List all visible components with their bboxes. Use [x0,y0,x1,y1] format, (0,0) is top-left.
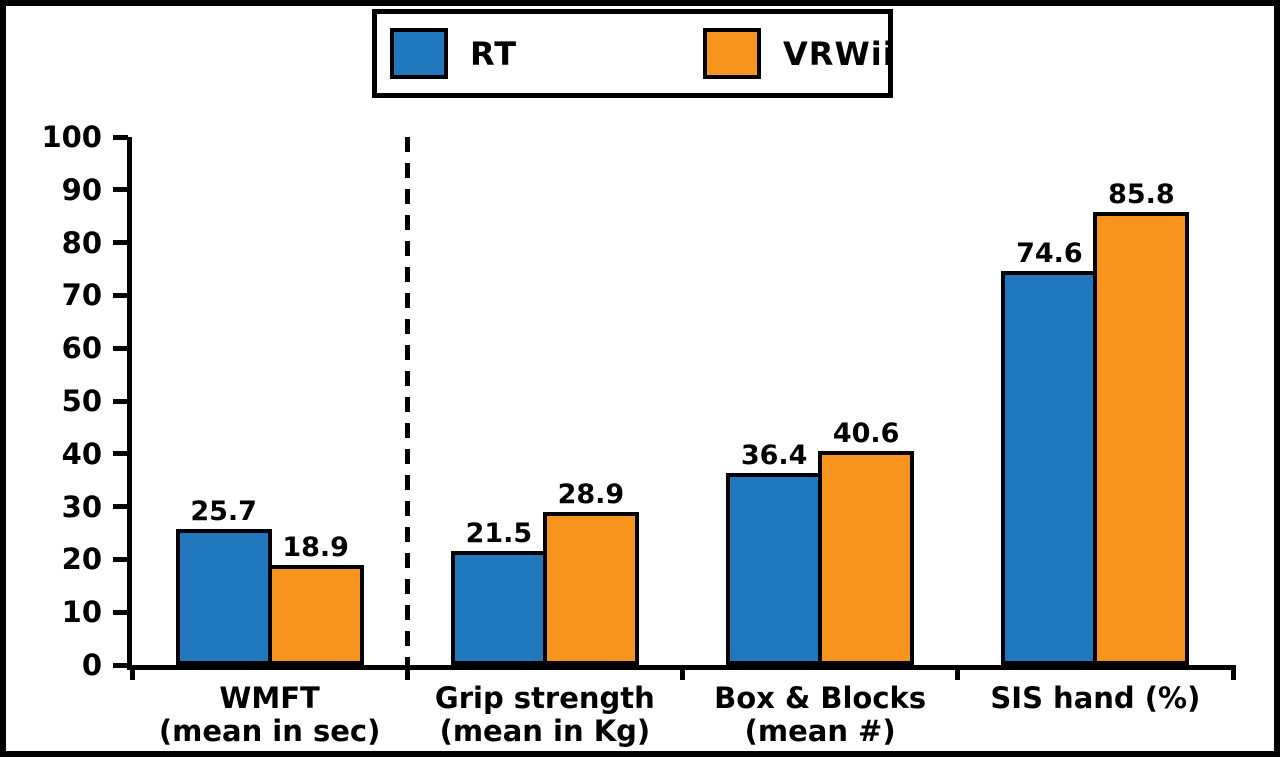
vrwii-bar-value: 28.9 [557,479,625,511]
x-axis-tick [404,665,410,680]
category-label-line: (mean #) [744,714,896,748]
rt-bar: 36.4 [726,440,823,665]
x-axis-tick [680,665,685,680]
rt-bar-value: 21.5 [465,518,533,550]
y-axis-tick [113,609,128,615]
y-axis-tick [113,504,128,510]
category-label-1: WMFT (mean in sec) [125,682,415,748]
y-axis-tick [113,398,128,404]
legend-label-vrwii: VRWii [783,34,895,73]
y-axis-tick [113,134,128,140]
bar-group-4: 74.6 85.8 [1001,137,1190,665]
x-axis-tick [955,665,961,680]
y-axis-tick-label: 80 [61,225,102,260]
vrwii-bar-value: 18.9 [282,532,349,564]
legend-item-rt: RT [390,28,517,79]
category-label-4: SIS hand (%) [950,682,1240,715]
legend-label-rt: RT [470,34,518,73]
category-label-line: Box & Blocks [714,681,927,715]
y-axis-tick [113,187,128,193]
y-axis-tick-label: 0 [81,648,102,682]
x-axis-tick [129,665,135,680]
plot-area: 0 10 20 30 40 50 60 70 80 90 100 25.7 18.9 WMFT (mean … [41,121,1236,748]
y-axis-tick-label: 30 [61,489,102,524]
vrwii-bar: 18.9 [267,532,364,665]
y-axis-tick [113,240,128,246]
rt-bar-value: 74.6 [1016,238,1083,270]
x-axis-tick [1230,665,1236,680]
category-label-line: WMFT [219,681,320,715]
category-label-line: (mean in Kg) [439,714,651,748]
y-axis-tick-label: 50 [61,384,102,418]
y-axis-tick-label: 90 [61,172,102,207]
vrwii-bar: 40.6 [818,418,915,665]
y-axis-tick-label: 40 [61,436,102,471]
y-axis-tick-label: 70 [61,278,102,313]
y-axis-tick-label: 10 [61,595,102,630]
vrwii-color-swatch [703,28,762,79]
bar-group-3: 36.4 40.6 [726,137,915,665]
y-axis-tick-label: 20 [61,542,102,577]
vrwii-bar-value: 85.8 [1108,178,1175,210]
rt-bar-value: 36.4 [740,439,808,471]
vrwii-bar-value: 40.6 [832,417,900,449]
rt-color-swatch [390,28,448,79]
dashed-divider-line [404,137,410,665]
y-axis-tick [113,662,128,668]
category-label-line: SIS hand (%) [990,681,1201,715]
vrwii-bar: 28.9 [542,479,639,665]
y-axis-tick [113,451,128,457]
legend-item-vrwii: VRWii [703,28,895,79]
y-axis-tick [113,556,128,562]
bar-group-2: 21.5 28.9 [450,137,639,665]
rt-bar-value: 25.7 [190,496,257,528]
category-label-3: Box & Blocks (mean #) [675,682,965,748]
chart-legend: RT VRWii [372,9,895,98]
y-axis-tick-label: 100 [41,120,102,154]
category-label-2: Grip strength (mean in Kg) [400,682,690,748]
rt-bar: 25.7 [175,496,272,665]
vrwii-bar: 85.8 [1093,179,1190,665]
category-label-line: Grip strength [434,681,655,715]
rt-bar: 21.5 [450,518,547,665]
y-axis-tick [113,292,128,298]
y-axis-tick [113,345,128,351]
bar-group-1: 25.7 18.9 [175,137,364,665]
rt-bar: 74.6 [1001,238,1098,665]
category-label-line: (mean in sec) [158,714,381,748]
y-axis-tick-label: 60 [61,331,102,366]
